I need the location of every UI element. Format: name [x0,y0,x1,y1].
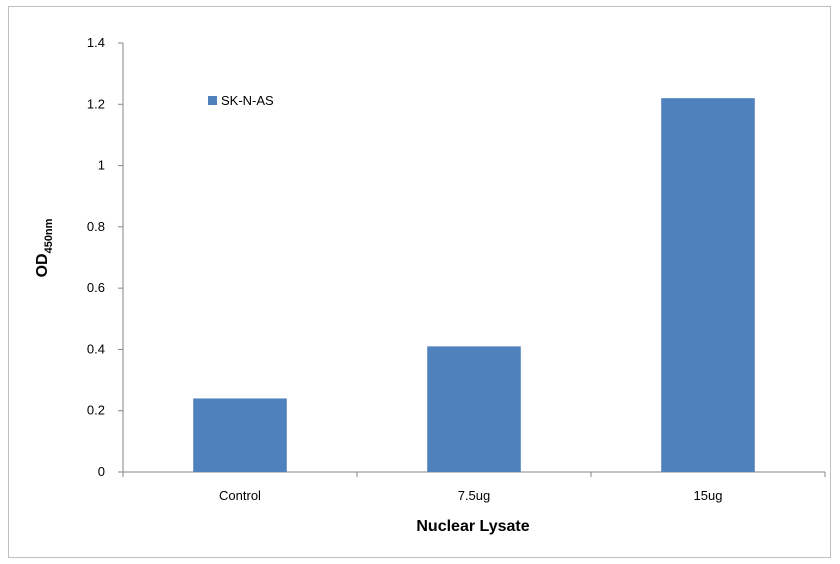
bar-7-5ug [427,346,521,472]
legend-swatch [208,96,217,105]
x-tick-label: 7.5ug [458,488,491,503]
bars [193,98,755,472]
y-axis-title: OD450nm [34,218,55,277]
x-tick-label: 15ug [694,488,723,503]
legend-label: SK-N-AS [221,93,274,108]
y-axis-title-main: OD [34,253,51,277]
y-tick-label: 0.6 [87,280,105,295]
bar-control [193,398,287,472]
x-tick-label: Control [219,488,261,503]
y-tick-label: 0 [98,464,105,479]
x-axis: Control 7.5ug 15ug [123,472,825,503]
legend: SK-N-AS [208,93,274,108]
y-axis: 0 0.2 0.4 0.6 0.8 1 1.2 1.4 [87,35,123,479]
y-tick-label: 0.2 [87,403,105,418]
y-tick-label: 0.8 [87,219,105,234]
bar-15ug [661,98,755,472]
y-axis-title-sub: 450nm [43,218,55,253]
y-tick-label: 1.2 [87,96,105,111]
x-axis-title: Nuclear Lysate [416,518,529,535]
y-tick-label: 0.4 [87,341,105,356]
y-tick-label: 1 [98,158,105,173]
y-tick-label: 1.4 [87,35,105,50]
